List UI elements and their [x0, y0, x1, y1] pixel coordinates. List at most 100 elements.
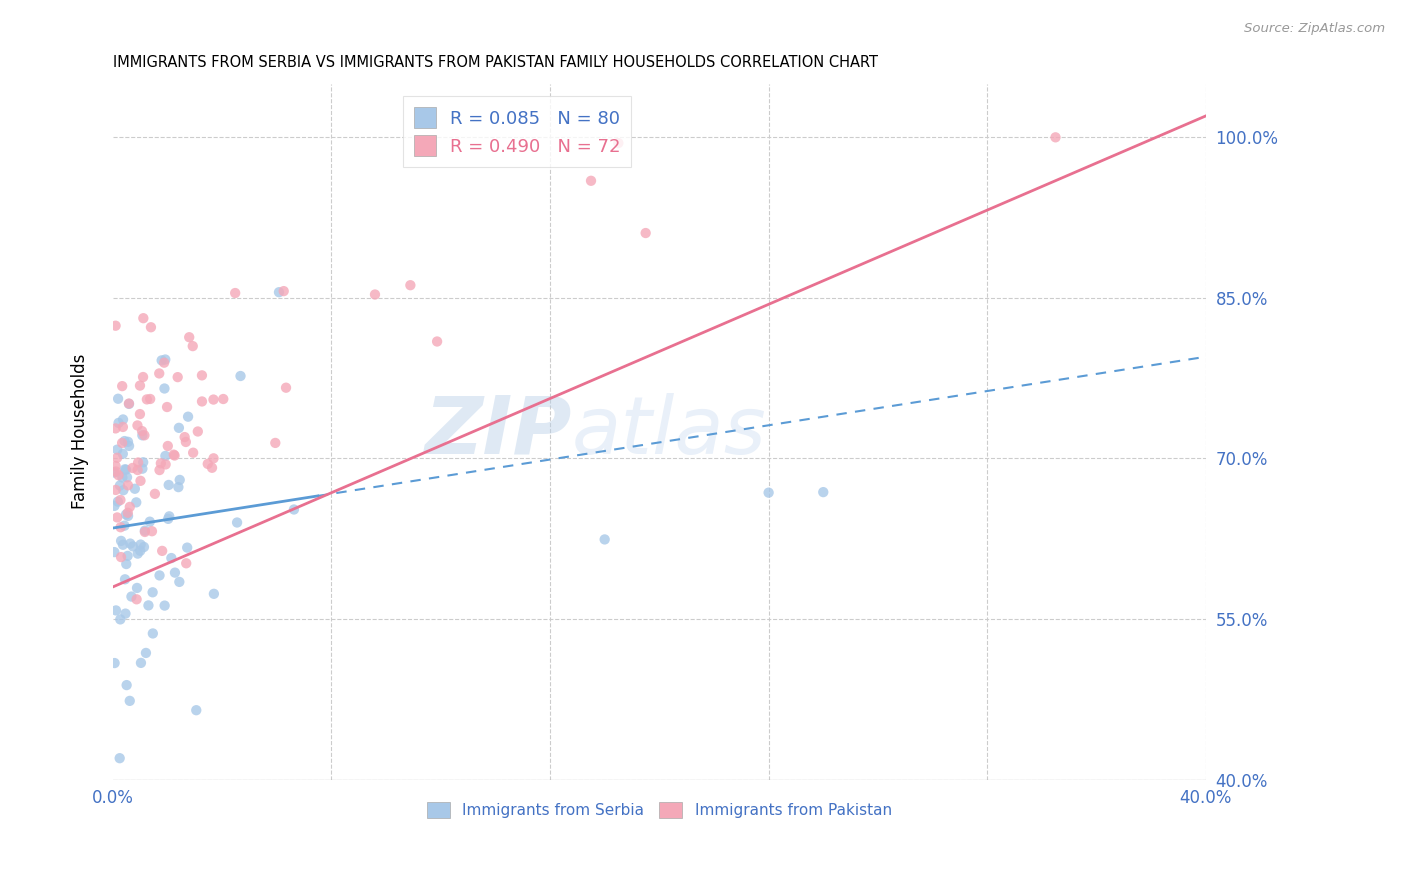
Point: [108, 751, 131, 765]
Point: [143, 487, 166, 501]
Point: [173, 430, 195, 444]
Point: [115, 678, 138, 692]
Point: [187, 425, 209, 439]
Text: ZIP: ZIP: [425, 392, 572, 471]
Point: [107, 392, 129, 406]
Point: [115, 470, 138, 484]
Point: [607, 136, 630, 150]
Point: [579, 174, 602, 188]
Point: [163, 566, 186, 580]
Point: [117, 434, 139, 449]
Point: [426, 334, 449, 349]
Point: [179, 330, 201, 344]
Point: [758, 485, 780, 500]
Point: [127, 455, 149, 469]
Point: [149, 456, 172, 470]
Point: [112, 483, 135, 498]
Point: [108, 478, 131, 492]
Point: [110, 492, 132, 507]
Point: [129, 378, 152, 392]
Point: [157, 509, 180, 524]
Point: [129, 543, 152, 558]
Point: [177, 409, 200, 424]
Point: [134, 428, 156, 442]
Point: [135, 392, 157, 407]
Point: [129, 656, 152, 670]
Point: [163, 449, 186, 463]
Point: [118, 439, 141, 453]
Point: [634, 226, 657, 240]
Point: [114, 572, 136, 586]
Point: [122, 540, 145, 554]
Point: [104, 603, 127, 617]
Point: [153, 356, 176, 370]
Point: [120, 536, 142, 550]
Point: [110, 612, 132, 626]
Legend: Immigrants from Serbia, Immigrants from Pakistan: Immigrants from Serbia, Immigrants from …: [420, 796, 898, 824]
Point: [160, 551, 183, 566]
Point: [156, 400, 179, 414]
Point: [142, 626, 165, 640]
Point: [174, 434, 197, 449]
Point: [117, 506, 139, 520]
Point: [181, 339, 204, 353]
Point: [150, 353, 173, 368]
Point: [132, 540, 155, 554]
Point: [176, 541, 198, 555]
Point: [364, 287, 387, 301]
Point: [139, 392, 162, 406]
Point: [107, 468, 129, 483]
Point: [141, 524, 163, 539]
Point: [111, 447, 134, 461]
Point: [120, 590, 142, 604]
Point: [117, 508, 139, 523]
Point: [111, 538, 134, 552]
Point: [105, 510, 128, 524]
Point: [127, 418, 149, 433]
Point: [226, 516, 249, 530]
Point: [283, 502, 305, 516]
Point: [132, 455, 155, 469]
Text: Source: ZipAtlas.com: Source: ZipAtlas.com: [1244, 22, 1385, 36]
Point: [273, 284, 295, 298]
Point: [115, 557, 138, 571]
Y-axis label: Family Households: Family Households: [72, 354, 89, 509]
Point: [104, 421, 127, 435]
Point: [202, 587, 225, 601]
Point: [111, 436, 134, 450]
Point: [139, 320, 162, 334]
Point: [191, 368, 214, 383]
Point: [153, 599, 176, 613]
Point: [156, 439, 179, 453]
Point: [274, 381, 297, 395]
Point: [110, 520, 132, 534]
Point: [118, 396, 141, 410]
Point: [166, 370, 188, 384]
Point: [118, 500, 141, 514]
Point: [132, 311, 155, 326]
Point: [212, 392, 235, 406]
Point: [148, 568, 170, 582]
Point: [202, 451, 225, 466]
Point: [115, 508, 138, 522]
Point: [107, 416, 129, 430]
Point: [155, 458, 177, 472]
Point: [131, 428, 153, 442]
Point: [813, 485, 835, 500]
Point: [157, 512, 180, 526]
Text: atlas: atlas: [572, 392, 766, 471]
Point: [117, 549, 139, 563]
Point: [115, 463, 138, 477]
Point: [134, 524, 156, 538]
Point: [148, 367, 170, 381]
Point: [125, 592, 148, 607]
Point: [191, 394, 214, 409]
Point: [167, 480, 190, 494]
Point: [111, 470, 134, 484]
Point: [118, 694, 141, 708]
Point: [114, 434, 136, 448]
Point: [142, 585, 165, 599]
Point: [129, 474, 152, 488]
Point: [104, 465, 127, 479]
Point: [186, 703, 208, 717]
